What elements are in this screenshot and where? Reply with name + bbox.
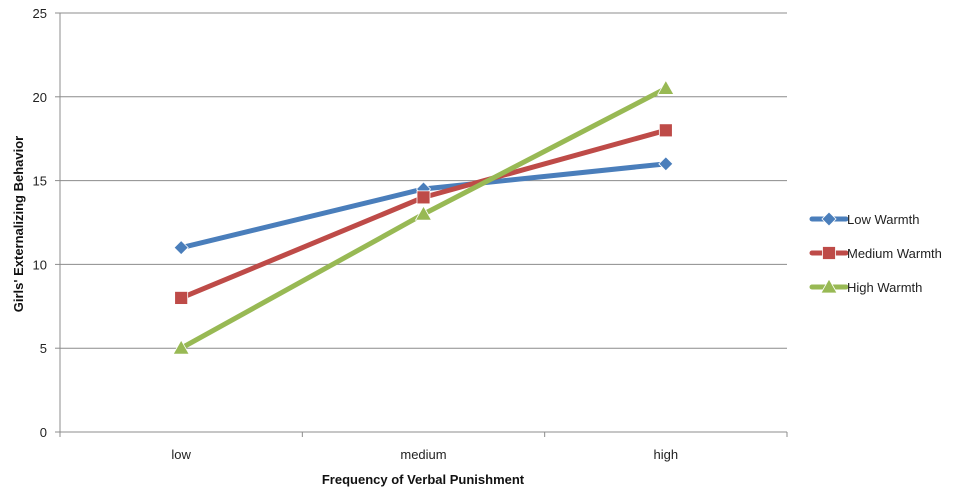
series-layer [172, 79, 675, 355]
legend-marker-low-warmth [821, 211, 837, 227]
data-point-high-warmth-medium [414, 205, 433, 221]
gridlines [60, 12, 787, 349]
data-point-medium-warmth-high [658, 123, 673, 138]
legend-label-low-warmth: Low Warmth [847, 212, 919, 227]
series-medium-warmth [174, 123, 673, 305]
y-tick-label-20: 20 [33, 90, 47, 105]
x-tick-label-high: high [654, 447, 679, 462]
y-tick-label-10: 10 [33, 257, 47, 272]
legend-item-low-warmth: Low Warmth [809, 211, 919, 227]
x-axis-title: Frequency of Verbal Punishment [322, 472, 525, 487]
legend-marker-high-warmth [820, 278, 838, 294]
legend-marker-medium-warmth [822, 246, 836, 260]
legend-item-high-warmth: High Warmth [809, 278, 922, 295]
y-axis-title: Girls' Externalizing Behavior [11, 136, 26, 312]
x-tick-label-medium: medium [400, 447, 446, 462]
y-tick-label-25: 25 [33, 6, 47, 21]
legend-item-medium-warmth: Medium Warmth [809, 246, 942, 261]
series-high-warmth [172, 79, 675, 355]
data-point-high-warmth-low [172, 339, 190, 355]
data-point-low-warmth-high [658, 156, 674, 172]
x-tick-label-low: low [171, 447, 191, 462]
axes: 0 5 10 15 20 25 low medium high [33, 6, 788, 462]
data-point-high-warmth-high [657, 79, 675, 95]
legend-label-high-warmth: High Warmth [847, 280, 922, 295]
legend-label-medium-warmth: Medium Warmth [847, 246, 942, 261]
y-tick-label-5: 5 [40, 341, 47, 356]
legend: Low Warmth Medium Warmth High Warmth [809, 211, 942, 295]
data-point-medium-warmth-medium [416, 190, 431, 205]
data-point-low-warmth-low [173, 240, 189, 256]
data-point-medium-warmth-low [174, 291, 189, 305]
y-tick-label-0: 0 [40, 425, 47, 440]
y-tick-label-15: 15 [33, 174, 47, 189]
